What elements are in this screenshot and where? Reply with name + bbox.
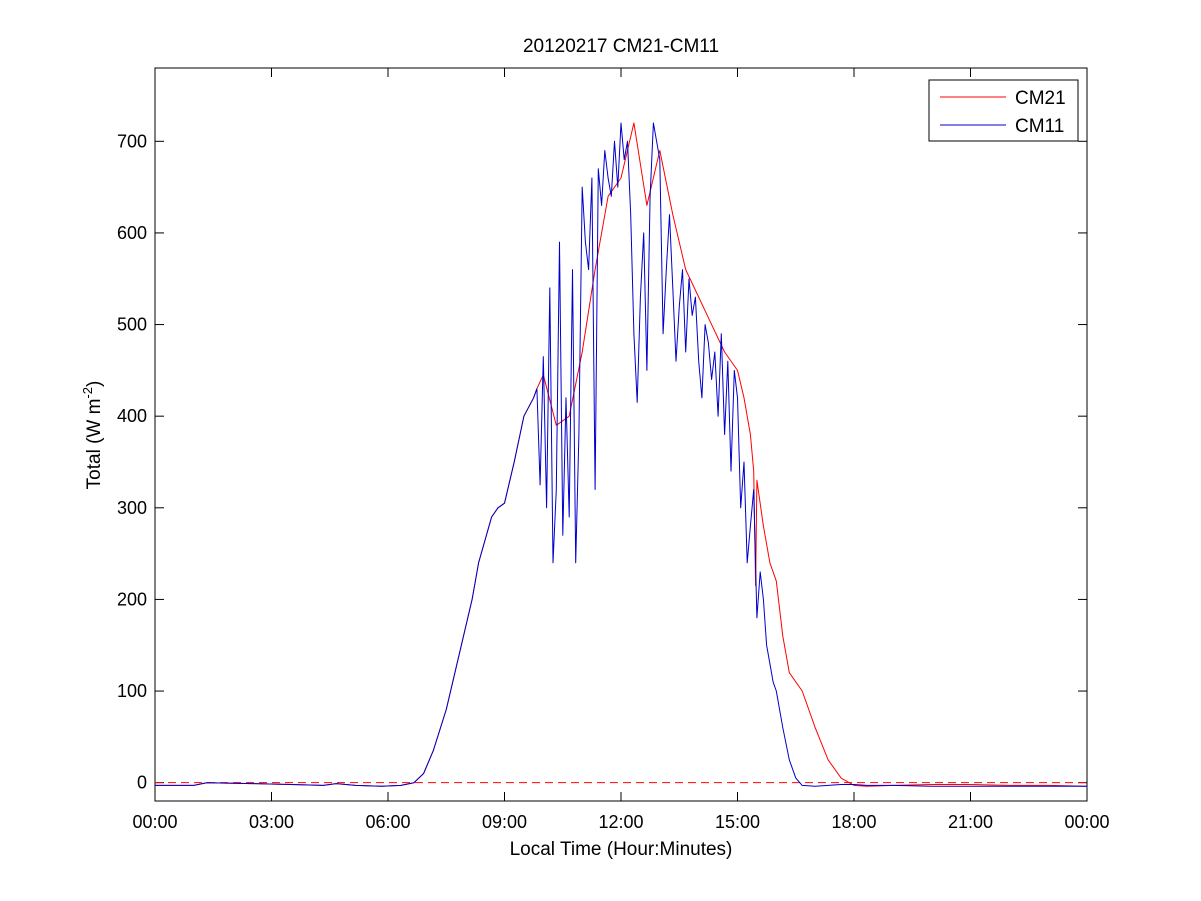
x-tick-label: 12:00 (598, 812, 643, 832)
y-tick-label: 0 (137, 773, 147, 793)
y-tick-label: 100 (117, 681, 147, 701)
axis-ticks: 00:00 03:00 06:00 09:00 12:00 15:00 18:00 21:00… (117, 68, 1110, 832)
x-axis-label: Local Time (Hour:Minutes) (510, 839, 733, 860)
x-tick-label: 18:00 (831, 812, 876, 832)
legend: CM21 CM11 (928, 79, 1079, 142)
y-axis-label-close: ) (84, 381, 105, 387)
y-axis-label-main: Total (W m (84, 399, 105, 490)
y-tick-label: 500 (117, 315, 147, 335)
series-line-cm11 (155, 122, 1087, 787)
y-tick-label: 700 (117, 131, 147, 151)
legend-label-cm11: CM11 (1015, 116, 1064, 137)
x-tick-label: 15:00 (715, 812, 760, 832)
series-group (155, 122, 1088, 787)
y-tick-label: 200 (117, 589, 147, 609)
x-tick-label: 00:00 (132, 812, 177, 832)
y-tick-label: 600 (117, 223, 147, 243)
y-tick-label: 400 (117, 406, 147, 426)
x-tick-label: 03:00 (249, 812, 294, 832)
chart-title: 20120217 CM21-CM11 (523, 36, 719, 57)
legend-box (928, 79, 1079, 142)
legend-label-cm21: CM21 (1015, 88, 1066, 109)
y-axis-label: Total (W m-2) (80, 381, 105, 490)
y-tick-label: 300 (117, 498, 147, 518)
y-axis-label-superscript: -2 (80, 387, 95, 399)
x-tick-label: 00:00 (1064, 812, 1109, 832)
x-tick-label: 09:00 (482, 812, 527, 832)
x-tick-label: 21:00 (948, 812, 993, 832)
x-tick-label: 06:00 (365, 812, 410, 832)
